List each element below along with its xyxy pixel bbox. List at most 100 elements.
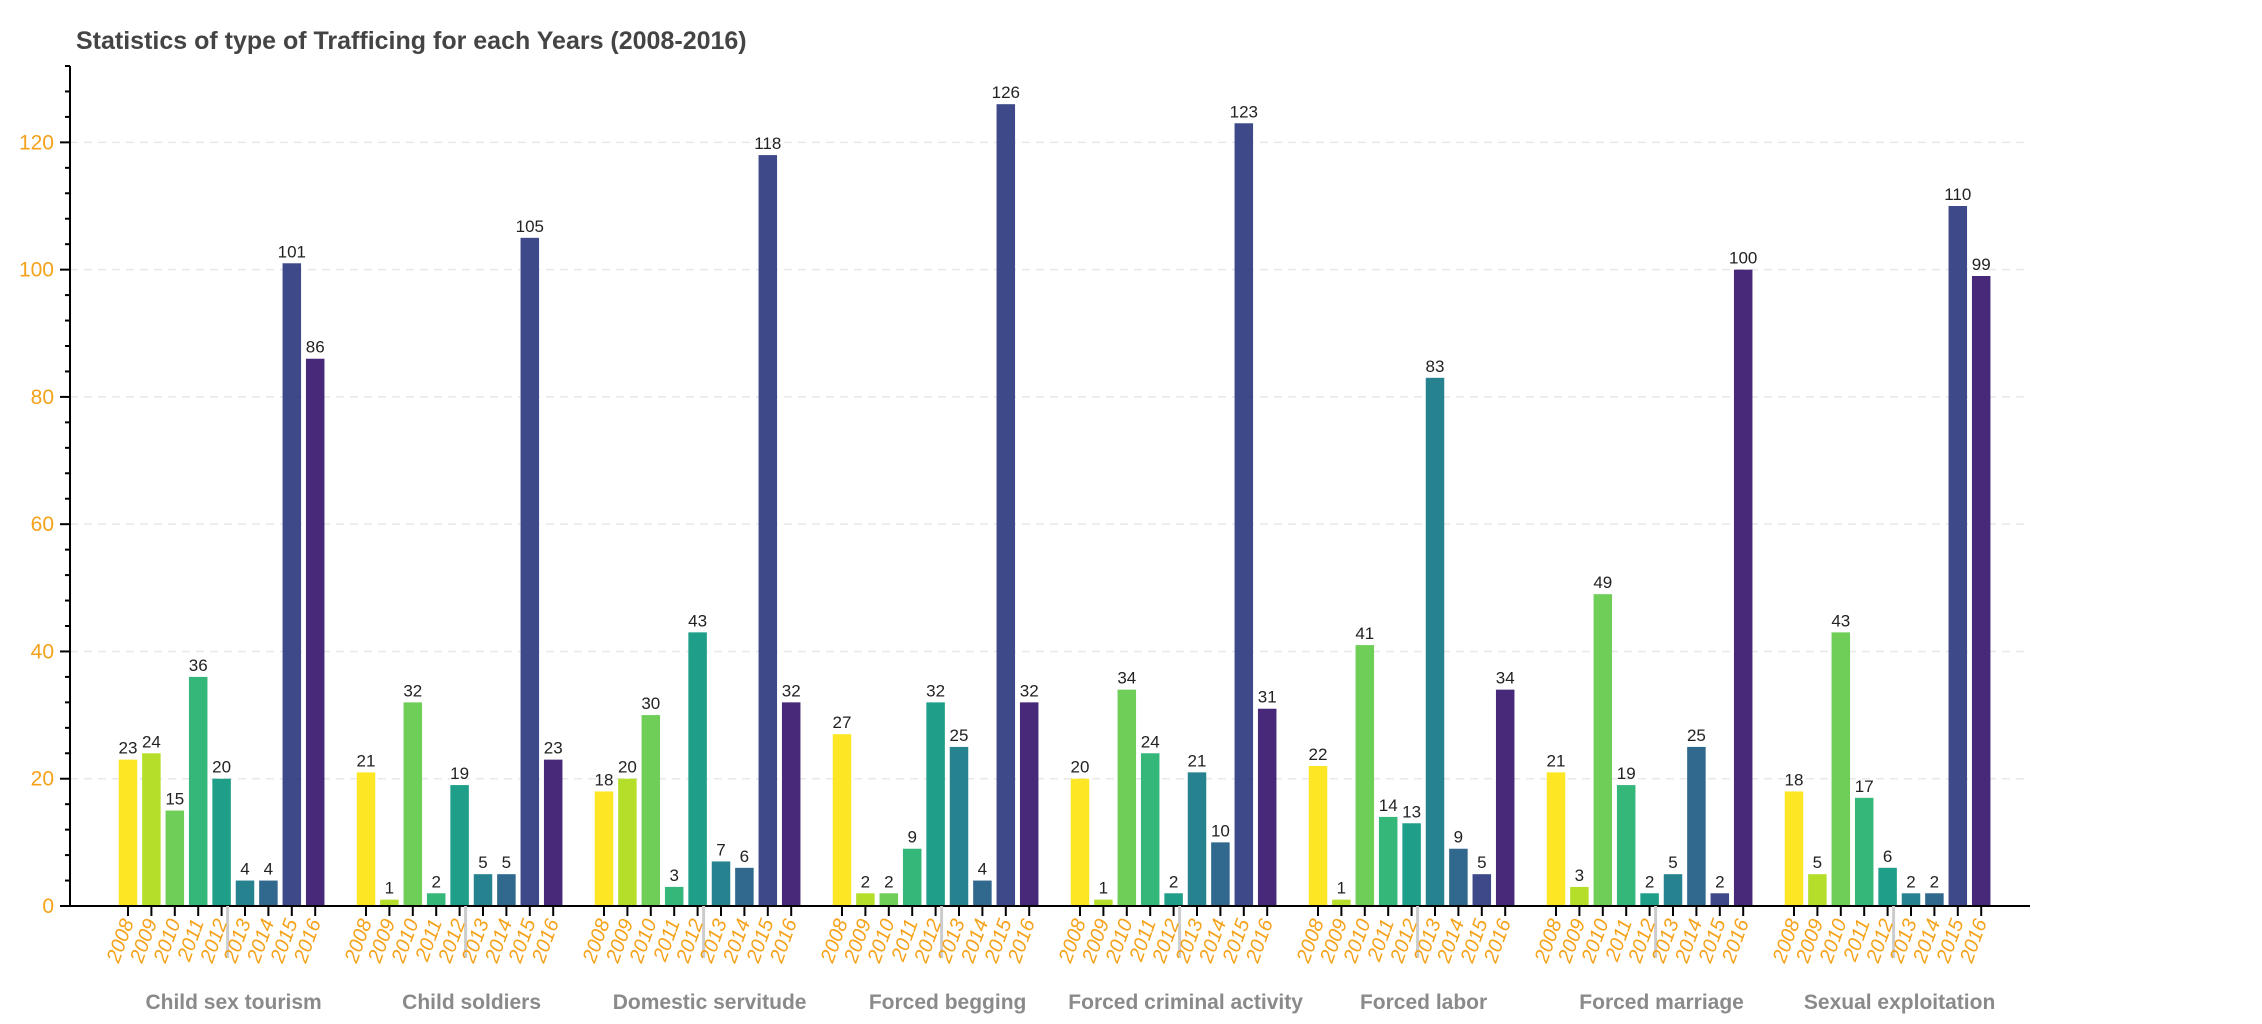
bar[interactable] bbox=[497, 874, 516, 906]
bar[interactable] bbox=[1402, 823, 1421, 906]
data-label: 2 bbox=[1906, 872, 1915, 891]
bar[interactable] bbox=[1640, 893, 1659, 906]
bar[interactable] bbox=[1425, 377, 1445, 906]
bar[interactable] bbox=[1808, 874, 1827, 906]
data-label: 3 bbox=[669, 866, 678, 885]
data-label: 110 bbox=[1944, 185, 1971, 204]
data-label: 2 bbox=[884, 872, 893, 891]
bar[interactable] bbox=[543, 759, 563, 906]
bar[interactable] bbox=[1710, 893, 1730, 906]
bar[interactable] bbox=[594, 791, 614, 906]
bar[interactable] bbox=[1019, 702, 1039, 906]
bar[interactable] bbox=[1140, 753, 1160, 906]
bar[interactable] bbox=[781, 702, 801, 906]
bar[interactable] bbox=[1733, 269, 1753, 906]
bar[interactable] bbox=[1546, 772, 1566, 906]
bar[interactable] bbox=[1495, 689, 1515, 906]
bar[interactable] bbox=[450, 785, 469, 906]
bar[interactable] bbox=[1901, 893, 1921, 906]
data-label: 5 bbox=[478, 853, 487, 872]
bar[interactable] bbox=[1308, 766, 1328, 906]
bar[interactable] bbox=[711, 861, 731, 906]
data-label: 5 bbox=[1813, 853, 1822, 872]
data-label: 43 bbox=[1831, 611, 1850, 630]
bar[interactable] bbox=[856, 893, 875, 906]
bar[interactable] bbox=[235, 880, 255, 906]
bar[interactable] bbox=[1616, 785, 1636, 906]
data-label: 1 bbox=[1337, 879, 1346, 898]
bar[interactable] bbox=[1570, 886, 1589, 906]
bar[interactable] bbox=[1117, 689, 1137, 906]
bar[interactable] bbox=[1257, 708, 1277, 906]
bar[interactable] bbox=[1472, 874, 1492, 906]
bar[interactable] bbox=[380, 899, 399, 906]
bar[interactable] bbox=[688, 632, 707, 906]
bar[interactable] bbox=[664, 886, 684, 906]
group-label: Forced marriage bbox=[1579, 991, 1744, 1014]
bar[interactable] bbox=[1878, 867, 1897, 906]
bar[interactable] bbox=[403, 702, 423, 906]
bar[interactable] bbox=[996, 104, 1016, 907]
bar[interactable] bbox=[1971, 276, 1991, 906]
bar[interactable] bbox=[1925, 893, 1944, 906]
bar[interactable] bbox=[188, 676, 208, 906]
bar[interactable] bbox=[1234, 123, 1254, 906]
bar[interactable] bbox=[832, 734, 852, 906]
bar[interactable] bbox=[1378, 816, 1398, 906]
bar[interactable] bbox=[1854, 797, 1874, 906]
bar[interactable] bbox=[1355, 645, 1375, 906]
data-label: 25 bbox=[1687, 726, 1706, 745]
bar[interactable] bbox=[1211, 842, 1230, 906]
bar[interactable] bbox=[259, 880, 278, 906]
data-label: 27 bbox=[833, 713, 852, 732]
bar[interactable] bbox=[1831, 632, 1851, 906]
bar[interactable] bbox=[949, 746, 969, 906]
y-tick-label: 80 bbox=[31, 386, 54, 409]
data-label: 21 bbox=[1188, 751, 1207, 770]
data-label: 5 bbox=[1668, 853, 1677, 872]
bar[interactable] bbox=[1663, 874, 1683, 906]
bar[interactable] bbox=[735, 867, 754, 906]
bar[interactable] bbox=[118, 759, 138, 906]
bar[interactable] bbox=[1070, 778, 1090, 906]
bar[interactable] bbox=[926, 702, 945, 906]
bar[interactable] bbox=[1449, 848, 1468, 906]
bar[interactable] bbox=[1332, 899, 1351, 906]
bar[interactable] bbox=[473, 874, 493, 906]
bar[interactable] bbox=[426, 893, 446, 906]
bar[interactable] bbox=[165, 810, 185, 906]
bar[interactable] bbox=[305, 358, 325, 907]
bar[interactable] bbox=[758, 155, 778, 907]
bar[interactable] bbox=[1687, 746, 1706, 906]
bar[interactable] bbox=[1784, 791, 1804, 906]
bar[interactable] bbox=[641, 715, 661, 906]
data-label: 20 bbox=[212, 758, 231, 777]
data-label: 13 bbox=[1402, 802, 1421, 821]
data-label: 19 bbox=[450, 764, 469, 783]
data-label: 34 bbox=[1117, 669, 1136, 688]
bar[interactable] bbox=[973, 880, 992, 906]
bar[interactable] bbox=[1593, 594, 1613, 906]
gridlines bbox=[70, 141, 2030, 780]
bar[interactable] bbox=[618, 778, 637, 906]
bar[interactable] bbox=[1164, 893, 1183, 906]
bar[interactable] bbox=[282, 263, 302, 906]
bar[interactable] bbox=[356, 772, 376, 906]
bar[interactable] bbox=[1187, 772, 1207, 906]
data-label: 10 bbox=[1211, 821, 1230, 840]
bar[interactable] bbox=[1948, 206, 1968, 906]
bar[interactable] bbox=[142, 753, 161, 906]
data-label: 30 bbox=[641, 694, 660, 713]
bar[interactable] bbox=[902, 848, 922, 906]
bar[interactable] bbox=[212, 778, 231, 906]
data-label: 18 bbox=[595, 770, 614, 789]
bar[interactable] bbox=[879, 893, 899, 906]
chart-title: Statistics of type of Trafficing for eac… bbox=[76, 27, 747, 55]
data-label: 17 bbox=[1855, 777, 1874, 796]
bar[interactable] bbox=[520, 237, 540, 906]
bar[interactable] bbox=[1094, 899, 1113, 906]
group-label: Forced labor bbox=[1360, 991, 1487, 1014]
